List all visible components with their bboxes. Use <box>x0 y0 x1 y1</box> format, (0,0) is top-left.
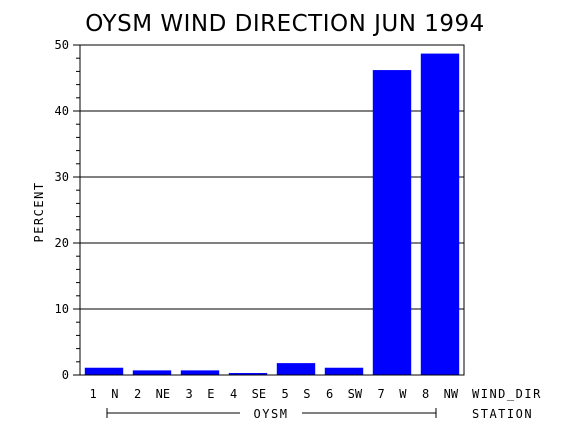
y-tick-label: 10 <box>55 302 69 316</box>
y-tick-label: 50 <box>55 38 69 52</box>
bar <box>180 370 220 375</box>
x-tick-label: 7 W <box>378 387 408 401</box>
y-tick-label: 30 <box>55 170 69 184</box>
x-tick-label: 1 N <box>90 387 119 401</box>
group-label-backdrop <box>240 405 302 421</box>
group-label: OYSM <box>254 407 289 421</box>
bar <box>420 53 460 376</box>
chart-title: OYSM WIND DIRECTION JUN 1994 <box>85 11 485 37</box>
y-axis-tick-labels: 0 10 20 30 40 50 <box>55 38 69 382</box>
y-tick-label: 0 <box>62 368 69 382</box>
bar <box>84 367 124 375</box>
x-axis-label: WIND_DIR <box>472 387 542 401</box>
y-axis-label: PERCENT <box>32 181 46 242</box>
y-tick-label: 40 <box>55 104 69 118</box>
group-axis-label: STATION <box>472 407 533 421</box>
x-tick-label: 6 SW <box>326 387 363 401</box>
x-axis-tick-labels: 1 N 2 NE 3 E 4 SE 5 S 6 SW 7 W 8 NW <box>90 387 459 401</box>
x-tick-label: 8 NW <box>422 387 459 401</box>
x-tick-label: 4 SE <box>230 387 266 401</box>
plot-frame <box>79 44 465 376</box>
bar <box>228 373 268 375</box>
bars <box>84 53 460 376</box>
bar <box>132 370 172 375</box>
bar <box>372 70 412 375</box>
y-tick-label: 20 <box>55 236 69 250</box>
bar <box>324 367 364 375</box>
bar <box>276 363 316 375</box>
x-tick-label: 3 E <box>186 387 215 401</box>
y-axis-ticks <box>73 44 80 376</box>
x-tick-label: 5 S <box>282 387 311 401</box>
x-tick-label: 2 NE <box>134 387 170 401</box>
